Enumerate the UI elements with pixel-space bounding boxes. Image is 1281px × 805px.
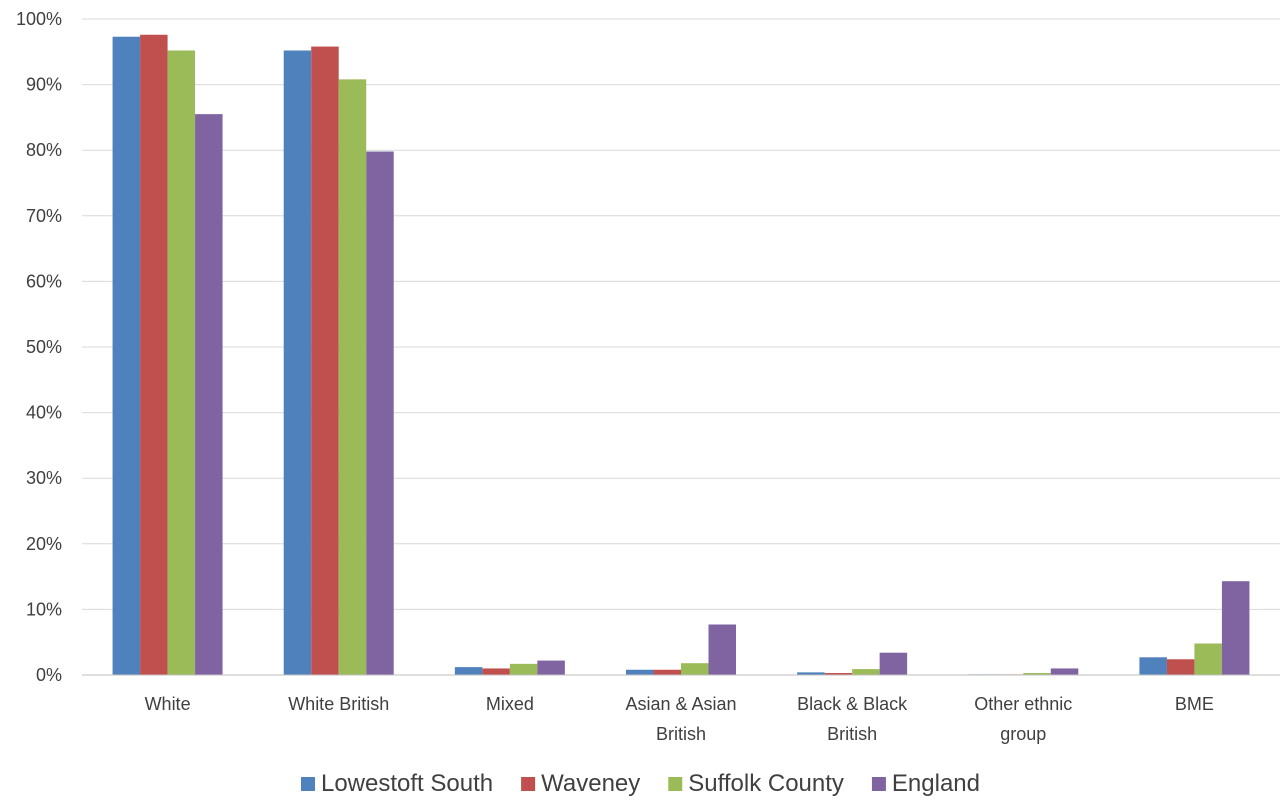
bar — [311, 46, 339, 675]
bar — [509, 663, 538, 675]
y-tick-label: 70% — [26, 206, 62, 226]
bar — [195, 114, 223, 676]
gridlines — [82, 18, 1280, 610]
legend-item: Suffolk County — [668, 770, 844, 797]
y-tick-label: 100% — [16, 9, 62, 29]
bar — [1221, 581, 1250, 675]
bar — [1166, 659, 1195, 675]
bar — [283, 50, 312, 676]
legend-label: Suffolk County — [688, 770, 844, 797]
x-category-label: Mixed — [486, 694, 534, 714]
y-tick-label: 90% — [26, 75, 62, 95]
y-tick-label: 0% — [36, 665, 62, 685]
bars — [112, 34, 1250, 676]
x-category-label: White — [145, 694, 191, 714]
y-tick-label: 50% — [26, 337, 62, 357]
bar — [537, 660, 565, 675]
y-tick-label: 30% — [26, 468, 62, 488]
x-category-label: British — [656, 724, 706, 744]
y-tick-label: 20% — [26, 534, 62, 554]
legend-swatch — [521, 777, 536, 791]
bar — [366, 151, 394, 676]
bar — [681, 663, 709, 675]
x-category-label: group — [1000, 724, 1046, 744]
legend-swatch — [668, 777, 683, 791]
bar — [1139, 657, 1167, 675]
bar — [852, 669, 880, 675]
bar — [653, 669, 681, 675]
bar — [797, 672, 825, 675]
x-axis-category-labels: White White British Mixed Asian & Asian Brit… — [145, 694, 1214, 744]
y-tick-label: 60% — [26, 271, 62, 291]
bar — [626, 669, 654, 675]
x-category-label: BME — [1175, 694, 1214, 714]
x-category-label: Black & Black — [797, 694, 908, 714]
bar — [1194, 643, 1222, 675]
bar — [482, 668, 510, 675]
legend-item: Waveney — [521, 770, 640, 797]
legend: Lowestoft South Waveney Suffolk County Engl… — [300, 770, 980, 797]
bar — [112, 36, 141, 676]
legend-swatch — [871, 777, 886, 791]
y-tick-label: 80% — [26, 140, 62, 160]
legend-label: England — [892, 770, 980, 797]
y-axis-tick-labels: 0% 10% 20% 30% 40% 50% 60% 70% 80% 90% 100% — [16, 9, 62, 685]
x-category-label: Other ethnic — [974, 694, 1072, 714]
y-tick-label: 40% — [26, 403, 62, 423]
bar — [708, 624, 736, 675]
x-category-label: White British — [288, 694, 389, 714]
legend-item: Lowestoft South — [300, 770, 493, 797]
bar — [140, 34, 168, 675]
x-category-label: Asian & Asian — [625, 694, 736, 714]
legend-item: England — [871, 770, 980, 797]
legend-swatch — [300, 777, 315, 791]
bar — [879, 652, 908, 675]
bar — [824, 673, 853, 675]
legend-label: Lowestoft South — [321, 770, 493, 797]
bar — [338, 79, 367, 676]
bar — [454, 667, 483, 675]
x-category-label: British — [827, 724, 877, 744]
bar — [167, 50, 196, 676]
y-tick-label: 10% — [26, 599, 62, 619]
bar — [1050, 668, 1079, 675]
bar — [1023, 673, 1051, 675]
legend-label: Waveney — [541, 770, 640, 797]
